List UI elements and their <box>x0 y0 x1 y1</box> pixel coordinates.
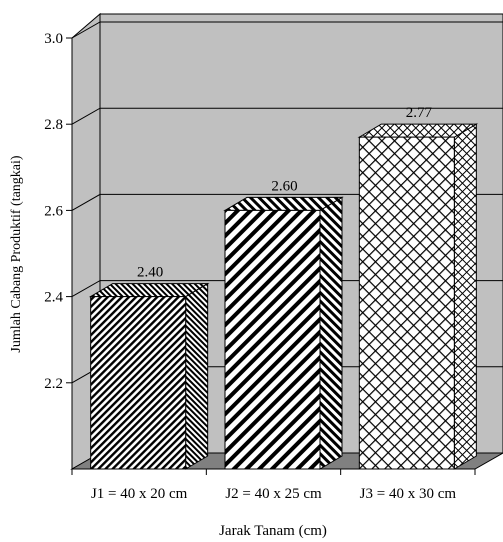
bar-side <box>185 282 209 470</box>
y-axis-title: Jumlah Cabang Produktif (tangkai) <box>9 155 24 352</box>
y-tick-label: 2.8 <box>44 117 63 133</box>
data-label: 2.60 <box>271 178 297 194</box>
bar <box>357 123 479 470</box>
x-axis-title: Jarak Tanam (cm) <box>219 523 327 539</box>
bar-front <box>90 296 187 470</box>
data-labels: 2.40 2.60 2.77 <box>137 105 432 280</box>
y-tick-label: 2.4 <box>44 290 63 306</box>
gridline <box>71 107 503 125</box>
y-tick-label: 2.2 <box>44 376 63 392</box>
bar <box>223 196 344 470</box>
gridline <box>71 21 503 39</box>
x-tick-label: J1 = 40 x 20 cm <box>91 486 188 502</box>
bar-front <box>224 209 321 470</box>
bar-side <box>319 196 343 470</box>
bar <box>88 282 210 470</box>
bar-front <box>358 136 455 470</box>
data-label: 2.40 <box>137 265 163 281</box>
x-tick-label: J3 = 40 x 30 cm <box>360 486 457 502</box>
y-tick-label: 2.6 <box>44 203 63 219</box>
bars <box>88 123 479 470</box>
bar-side <box>453 123 477 470</box>
y-tick-labels: 2.2 2.4 2.6 2.8 3.0 <box>44 31 72 392</box>
data-label: 2.77 <box>406 105 433 121</box>
y-tick-label: 3.0 <box>44 31 63 47</box>
x-tick-label: J2 = 40 x 25 cm <box>225 486 322 502</box>
x-tick-labels: J1 = 40 x 20 cm J2 = 40 x 25 cm J3 = 40 x … <box>71 469 476 502</box>
